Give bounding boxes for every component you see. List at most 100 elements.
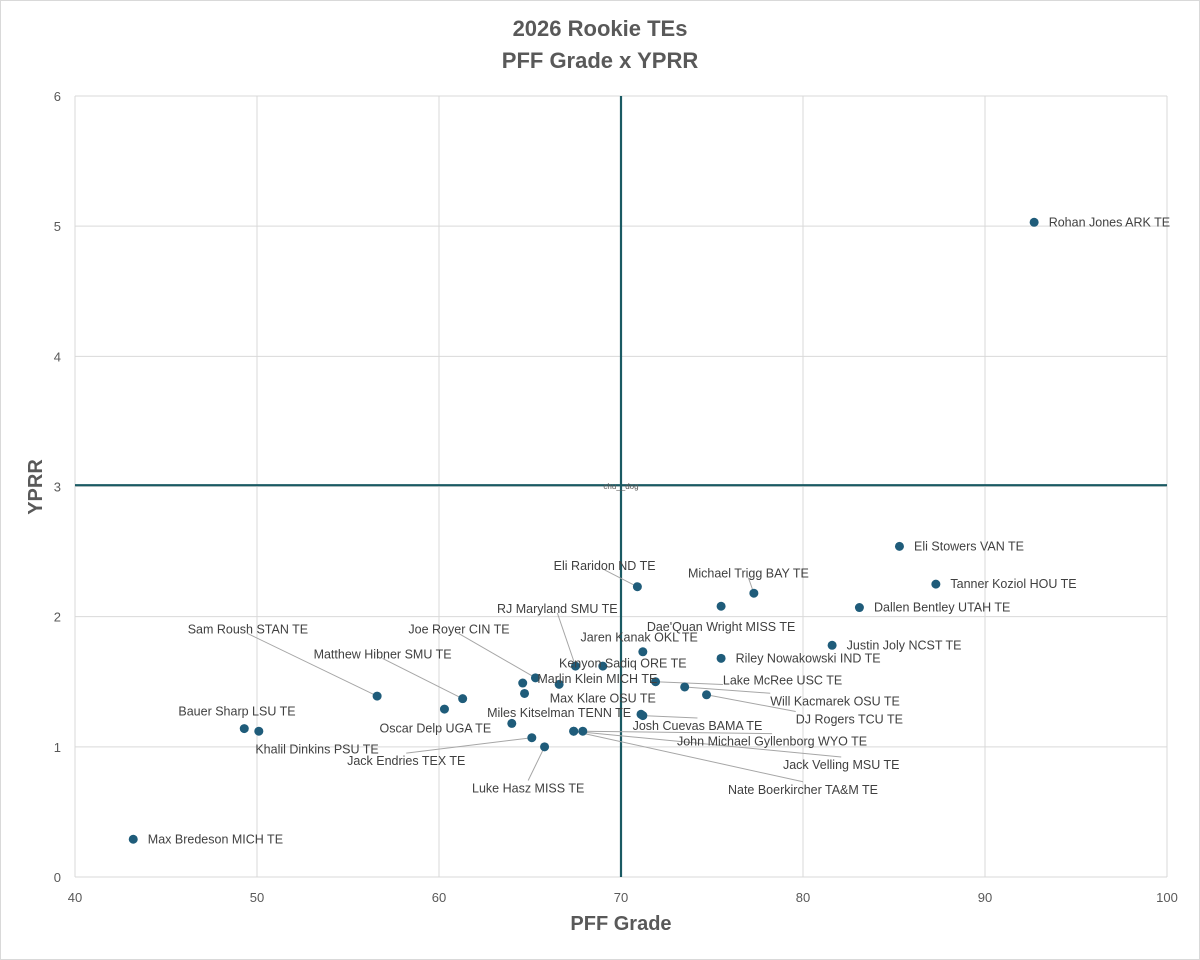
leader-line xyxy=(604,569,638,588)
leader-line xyxy=(556,612,576,667)
data-point xyxy=(520,688,530,698)
y-tick-label: 4 xyxy=(54,349,61,364)
x-tick-label: 60 xyxy=(432,890,446,905)
y-tick-label: 3 xyxy=(54,480,61,495)
data-label: John Michael Gyllenborg WYO TE xyxy=(677,735,867,749)
data-point xyxy=(638,711,648,721)
leader-line xyxy=(642,715,698,719)
leader-line xyxy=(582,730,773,735)
x-tick-label: 40 xyxy=(68,890,82,905)
data-label: Riley Nowakowski IND TE xyxy=(736,651,881,665)
data-label: Jack Velling MSU TE xyxy=(783,758,899,772)
data-point xyxy=(530,673,540,683)
data-label: Dae'Quan Wright MISS TE xyxy=(647,620,796,634)
data-label: Michael Trigg BAY TE xyxy=(688,567,809,581)
reference-lines xyxy=(75,96,1167,877)
data-point xyxy=(827,640,837,650)
data-label: Bauer Sharp LSU TE xyxy=(178,705,295,719)
data-point xyxy=(527,733,537,743)
leader-line xyxy=(382,657,463,700)
data-label: Marlin Klein MICH TE xyxy=(537,672,657,686)
data-label: Eli Stowers VAN TE xyxy=(914,539,1024,553)
data-label: Sam Roush STAN TE xyxy=(188,623,308,637)
data-label: RJ Maryland SMU TE xyxy=(497,602,618,616)
y-tick-label: 2 xyxy=(54,610,61,625)
data-point xyxy=(702,690,712,700)
data-point xyxy=(571,661,580,671)
watermark-text: chu__dog xyxy=(603,482,638,491)
y-axis-title: YPRR xyxy=(25,459,47,515)
data-point xyxy=(716,653,726,663)
data-point xyxy=(651,677,661,687)
y-tick-label: 0 xyxy=(54,870,61,885)
data-point xyxy=(128,834,138,844)
data-label: Oscar Delp UGA TE xyxy=(380,722,492,736)
data-label: Jack Endries TEX TE xyxy=(347,754,465,768)
leader-line xyxy=(706,694,796,712)
data-point xyxy=(569,726,579,736)
chart-subtitle: PFF Grade x YPRR xyxy=(501,48,699,73)
leader-line xyxy=(573,730,842,758)
data-point xyxy=(749,588,759,598)
x-tick-label: 70 xyxy=(614,890,628,905)
y-tick-label: 1 xyxy=(54,740,61,755)
x-tick-label: 100 xyxy=(1156,890,1178,905)
data-label: Lake McRee USC TE xyxy=(723,673,842,687)
data-point xyxy=(518,678,528,688)
data-point xyxy=(254,726,264,736)
data-label: Max Bredeson MICH TE xyxy=(148,832,283,846)
leader-line xyxy=(458,633,536,679)
data-point xyxy=(540,742,550,752)
leader-line xyxy=(247,633,378,697)
data-label: Will Kacmarek OSU TE xyxy=(770,694,900,708)
data-point xyxy=(1029,217,1039,227)
data-point xyxy=(439,704,449,714)
data-point xyxy=(854,603,864,613)
leader-line xyxy=(406,737,532,754)
leader-line xyxy=(655,681,723,685)
data-point xyxy=(372,691,382,701)
data-label: Nate Boerkircher TA&M TE xyxy=(728,783,878,797)
leader-line xyxy=(527,746,546,781)
data-point xyxy=(716,601,726,611)
data-label: Justin Joly NCST TE xyxy=(847,638,962,652)
leader-line xyxy=(573,730,804,783)
data-point xyxy=(578,726,588,736)
x-tick-label: 80 xyxy=(796,890,810,905)
data-label: Rohan Jones ARK TE xyxy=(1049,215,1170,229)
data-point xyxy=(680,682,690,692)
data-label: Eli Raridon ND TE xyxy=(554,559,656,573)
x-tick-label: 90 xyxy=(978,890,992,905)
data-point xyxy=(458,694,468,704)
leader-lines xyxy=(247,569,842,783)
data-point xyxy=(507,718,517,728)
x-axis-title: PFF Grade xyxy=(570,913,671,935)
y-tick-label: 5 xyxy=(54,219,61,234)
data-label: Kenyon Sadiq ORE TE xyxy=(559,657,687,671)
data-label: Miles Kitselman TENN TE xyxy=(487,706,631,720)
data-point xyxy=(554,679,564,689)
data-label: Josh Cuevas BAMA TE xyxy=(633,719,763,733)
data-label: Jaren Kanak OKL TE xyxy=(580,630,697,644)
data-label: Tanner Koziol HOU TE xyxy=(950,577,1076,591)
data-point xyxy=(239,724,249,734)
data-label: Matthew Hibner SMU TE xyxy=(314,647,452,661)
data-label: Dallen Bentley UTAH TE xyxy=(874,601,1010,615)
data-points xyxy=(128,217,1039,844)
data-point xyxy=(632,582,642,592)
data-point xyxy=(598,661,608,671)
data-label: Luke Hasz MISS TE xyxy=(472,781,584,795)
leader-line xyxy=(684,686,771,694)
data-label: Joe Royer CIN TE xyxy=(408,623,509,637)
axis-ticks: 40 50 60 70 80 90 100 0 1 2 3 4 5 6 xyxy=(54,89,1178,905)
data-labels: Rohan Jones ARK TE Eli Stowers VAN TE Tann… xyxy=(148,215,1170,846)
chart-title: 2026 Rookie TEs xyxy=(512,16,688,41)
data-label: Max Klare OSU TE xyxy=(550,692,656,706)
data-point xyxy=(894,541,904,551)
y-tick-label: 6 xyxy=(54,89,61,104)
data-point xyxy=(638,647,648,657)
data-point xyxy=(931,579,941,589)
data-label: Khalil Dinkins PSU TE xyxy=(255,742,378,756)
x-tick-label: 50 xyxy=(250,890,264,905)
